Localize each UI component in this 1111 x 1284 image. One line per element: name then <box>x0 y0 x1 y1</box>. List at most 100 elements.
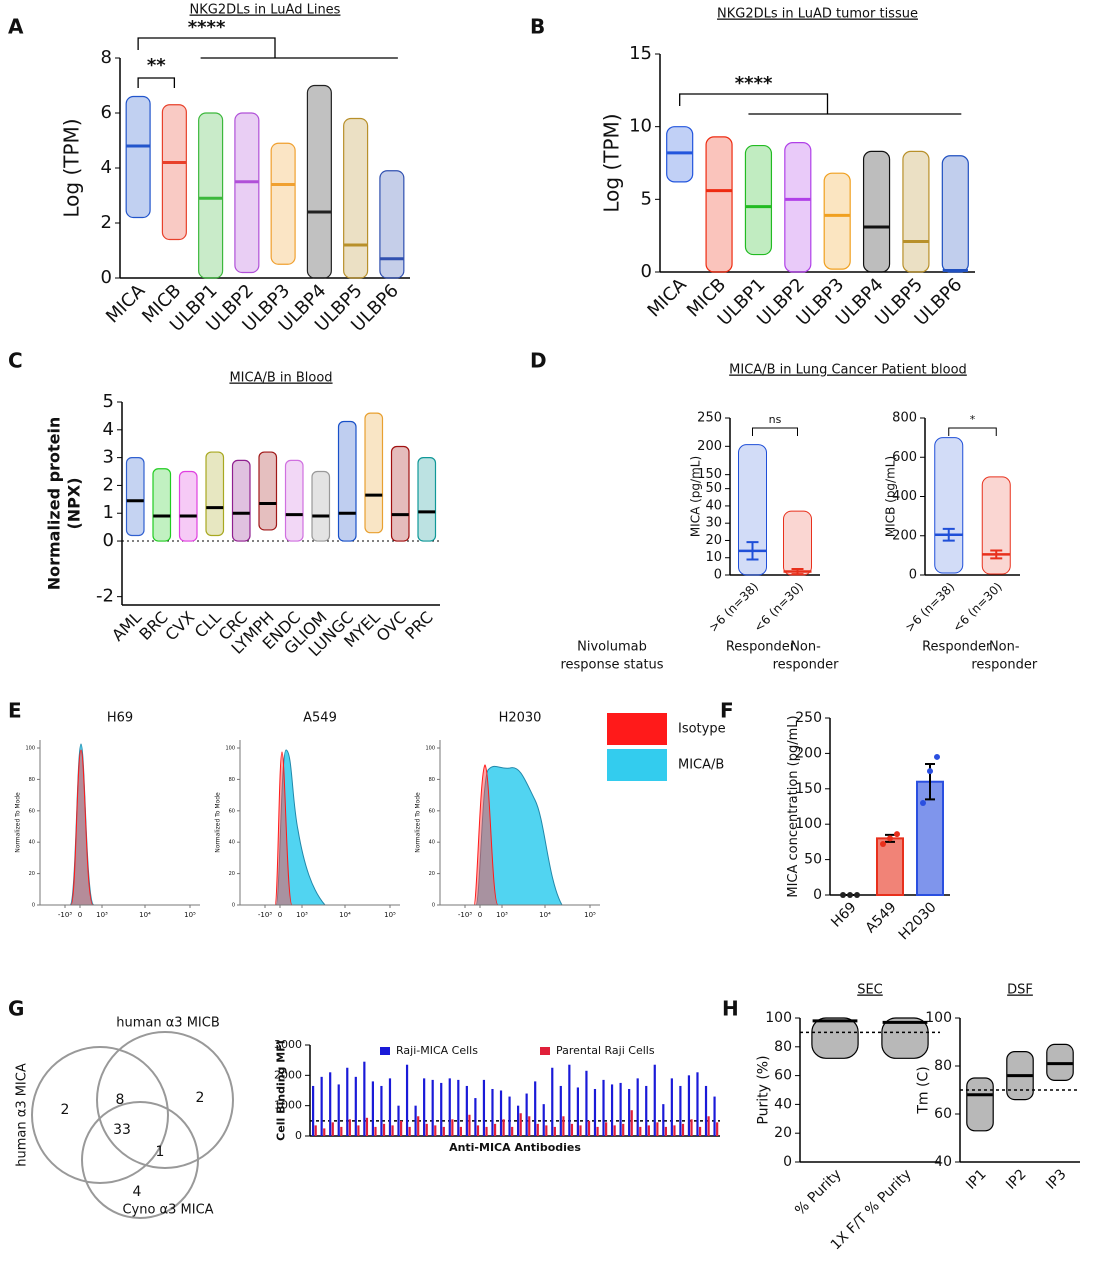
y-tick-label: 30 <box>705 516 722 531</box>
bar <box>388 1078 392 1136</box>
x-tick-label: IP2 <box>1003 1166 1030 1193</box>
chart-title: DSF <box>1007 983 1033 998</box>
set-count: 2 <box>61 1102 70 1118</box>
bar <box>499 1090 503 1136</box>
bar <box>468 1114 471 1136</box>
x-tick-label: H69 <box>828 899 859 930</box>
y-tick-label: 10 <box>629 116 652 137</box>
x-tick-label: % Purity <box>792 1166 845 1219</box>
point-range <box>881 1017 929 1059</box>
bar <box>511 1126 514 1136</box>
chart-title: NKG2DLs in LuAD tumor tissue <box>717 7 918 22</box>
x-tick-label: 0 <box>278 911 282 919</box>
y-tick-label: 2 <box>103 474 114 495</box>
set-label: human α3 MICB <box>116 1016 220 1031</box>
y-tick-label: 150 <box>697 467 722 482</box>
x-tick-label: -10³ <box>58 911 72 919</box>
bar <box>704 1085 708 1136</box>
y-tick-label: 50 <box>705 481 722 496</box>
bar <box>570 1123 574 1136</box>
bar <box>346 1067 349 1136</box>
x-tick-label: IP3 <box>1043 1166 1070 1193</box>
bar <box>534 1081 537 1136</box>
bar <box>363 1061 366 1136</box>
y-tick-label: 250 <box>697 411 722 426</box>
bar <box>645 1085 648 1136</box>
y-tick-label: 60 <box>29 808 35 814</box>
y-tick-label: 60 <box>429 808 435 814</box>
bar <box>331 1122 334 1136</box>
bar <box>596 1126 599 1136</box>
bar <box>551 1067 554 1136</box>
y-tick-label: 40 <box>29 840 35 846</box>
group-axis-label: Nivolumab <box>577 640 647 655</box>
bar <box>542 1104 545 1136</box>
y-tick-label: 200 <box>892 528 917 543</box>
y-axis-label: Normalized protein <box>45 417 64 591</box>
error-bar <box>942 527 955 542</box>
y-tick-label: 40 <box>705 498 722 513</box>
bar <box>434 1125 437 1136</box>
y-tick-label: 40 <box>934 1154 952 1170</box>
bar <box>382 1123 386 1136</box>
significance-bracket <box>679 93 962 115</box>
x-tick-label: H2030 <box>896 899 940 943</box>
legend-label: MICA/B <box>678 758 724 773</box>
bar <box>605 1122 608 1136</box>
chart-title: MICA/B in Blood <box>229 371 332 386</box>
y-tick-label: 0 <box>295 1129 302 1142</box>
y-axis-label: Normalized To Mode <box>215 792 222 853</box>
bar <box>357 1125 360 1136</box>
bar <box>371 1081 374 1136</box>
significance-bracket <box>137 77 176 88</box>
y-tick-label: 0 <box>909 568 917 583</box>
point-range <box>125 457 145 537</box>
bar <box>613 1125 616 1136</box>
group-label: Responder <box>726 640 796 655</box>
y-tick-label: 40 <box>774 1096 792 1112</box>
y-tick-label: 0 <box>641 261 652 282</box>
legend-swatch <box>540 1047 550 1055</box>
y-tick-label: 0 <box>813 887 822 903</box>
y-tick-label: 60 <box>229 808 235 814</box>
y-tick-label: 100 <box>795 816 822 832</box>
set-count: 1 <box>156 1144 165 1160</box>
bar <box>414 1105 417 1136</box>
chart-title: MICA/B in Lung Cancer Patient blood <box>729 363 967 378</box>
x-tick-label: <6 (n=30) <box>950 580 1005 635</box>
x-tick-label: 0 <box>478 911 482 919</box>
y-tick-label: 20 <box>705 533 722 548</box>
y-tick-label: 150 <box>795 781 822 797</box>
bar <box>681 1123 685 1136</box>
bar <box>562 1116 565 1136</box>
bar <box>354 1076 357 1136</box>
y-axis-label: MICA (pg/mL) <box>689 456 703 537</box>
bar <box>576 1087 579 1136</box>
legend-label: Isotype <box>678 722 726 737</box>
x-tick-label: 10⁵ <box>384 911 396 919</box>
bar <box>525 1093 528 1136</box>
bar <box>348 1119 351 1136</box>
point-range <box>417 457 437 542</box>
point-range <box>823 172 851 270</box>
y-tick-label: 0 <box>103 530 114 551</box>
point-range <box>738 444 767 576</box>
y-axis-label: Tm (C) <box>916 1066 932 1114</box>
bar <box>670 1078 673 1136</box>
y-tick-label: 200 <box>697 439 722 454</box>
bar <box>457 1079 460 1136</box>
x-tick-label: 10⁵ <box>184 911 196 919</box>
y-tick-label: 2 <box>101 212 112 233</box>
bar <box>400 1120 403 1136</box>
point-range <box>941 155 969 273</box>
point-range <box>337 420 357 542</box>
x-tick-label: -10³ <box>458 911 472 919</box>
significance-label: * <box>970 413 976 426</box>
point-range <box>161 104 187 241</box>
bar <box>417 1116 420 1136</box>
panel-letter: E <box>8 699 22 723</box>
significance-label: **** <box>735 73 773 94</box>
legend-label: Parental Raji Cells <box>556 1044 655 1057</box>
bar <box>528 1116 531 1136</box>
bar <box>630 1110 633 1136</box>
